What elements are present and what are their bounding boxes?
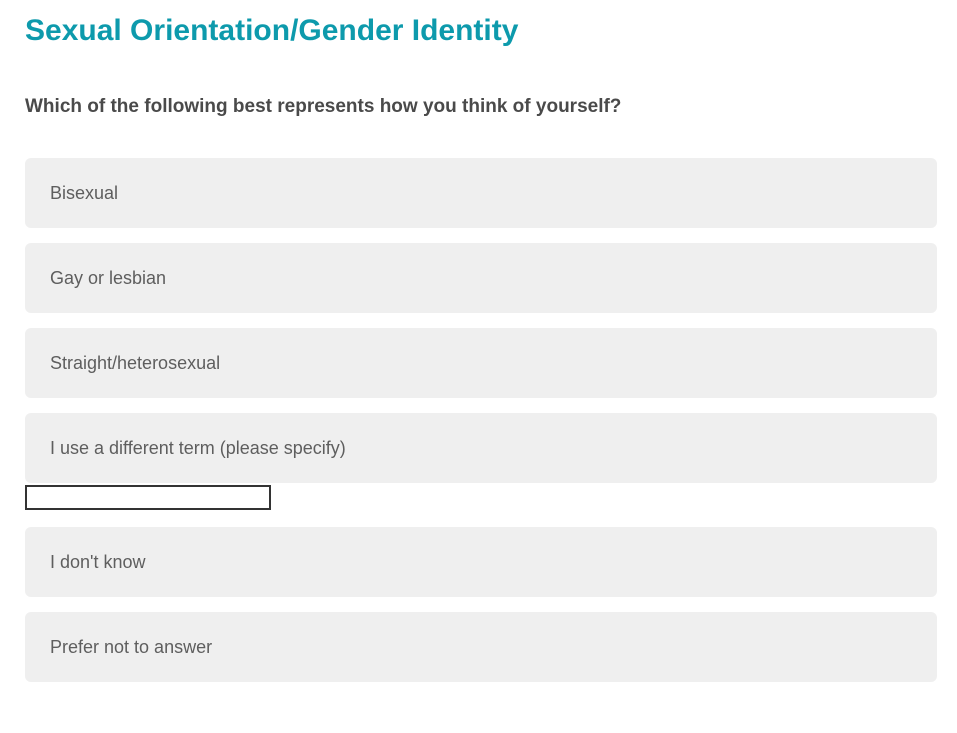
option-label: Gay or lesbian <box>50 267 167 288</box>
question-text: Which of the following best represents h… <box>25 95 622 117</box>
option-dont-know[interactable]: I don't know <box>25 527 937 598</box>
option-label: I don't know <box>50 551 146 572</box>
other-specify-input[interactable] <box>25 485 271 511</box>
option-label: I use a different term (please specify) <box>50 437 346 458</box>
survey-page: Sexual Orientation/Gender Identity Which… <box>25 14 937 683</box>
page-title: Sexual Orientation/Gender Identity <box>25 14 519 47</box>
answer-options: Bisexual Gay or lesbian Straight/heteros… <box>25 158 937 683</box>
option-label: Bisexual <box>50 182 119 203</box>
option-bisexual[interactable]: Bisexual <box>25 158 937 229</box>
option-prefer-not-to-answer[interactable]: Prefer not to answer <box>25 612 937 683</box>
option-different-term[interactable]: I use a different term (please specify) <box>25 413 937 484</box>
option-label: Prefer not to answer <box>50 636 213 657</box>
option-label: Straight/heterosexual <box>50 352 221 373</box>
option-gay-or-lesbian[interactable]: Gay or lesbian <box>25 243 937 314</box>
option-straight-heterosexual[interactable]: Straight/heterosexual <box>25 328 937 399</box>
